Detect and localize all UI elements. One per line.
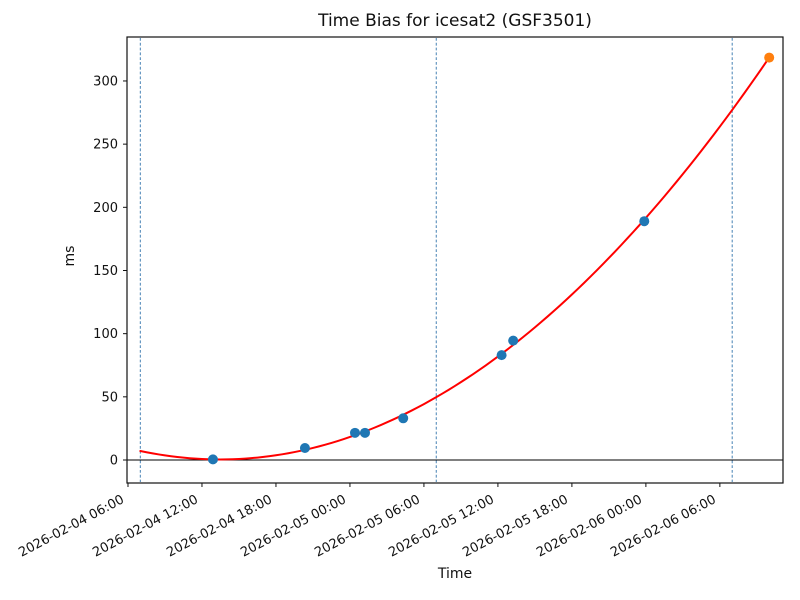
data-point — [349, 427, 360, 438]
data-point — [496, 350, 507, 361]
y-tick-label: 150 — [93, 264, 118, 279]
x-axis-label: Time — [437, 566, 473, 582]
y-axis-label: ms — [62, 245, 78, 267]
data-point — [359, 427, 370, 438]
y-tick-label: 300 — [93, 74, 118, 89]
chart-title: Time Bias for icesat2 (GSF3501) — [318, 11, 592, 31]
y-tick-label: 100 — [93, 327, 118, 342]
extrapolated-data-point — [764, 52, 775, 63]
y-tick-label: 0 — [110, 454, 118, 469]
data-point — [207, 454, 218, 465]
y-tick-label: 250 — [93, 138, 118, 153]
y-tick-label: 50 — [101, 390, 118, 405]
y-tick-label: 200 — [93, 201, 118, 216]
data-point — [299, 443, 310, 454]
data-point — [398, 413, 409, 424]
axes-frame — [126, 36, 784, 484]
fit-curve — [139, 56, 771, 461]
data-point — [639, 216, 650, 227]
data-point — [508, 335, 519, 346]
